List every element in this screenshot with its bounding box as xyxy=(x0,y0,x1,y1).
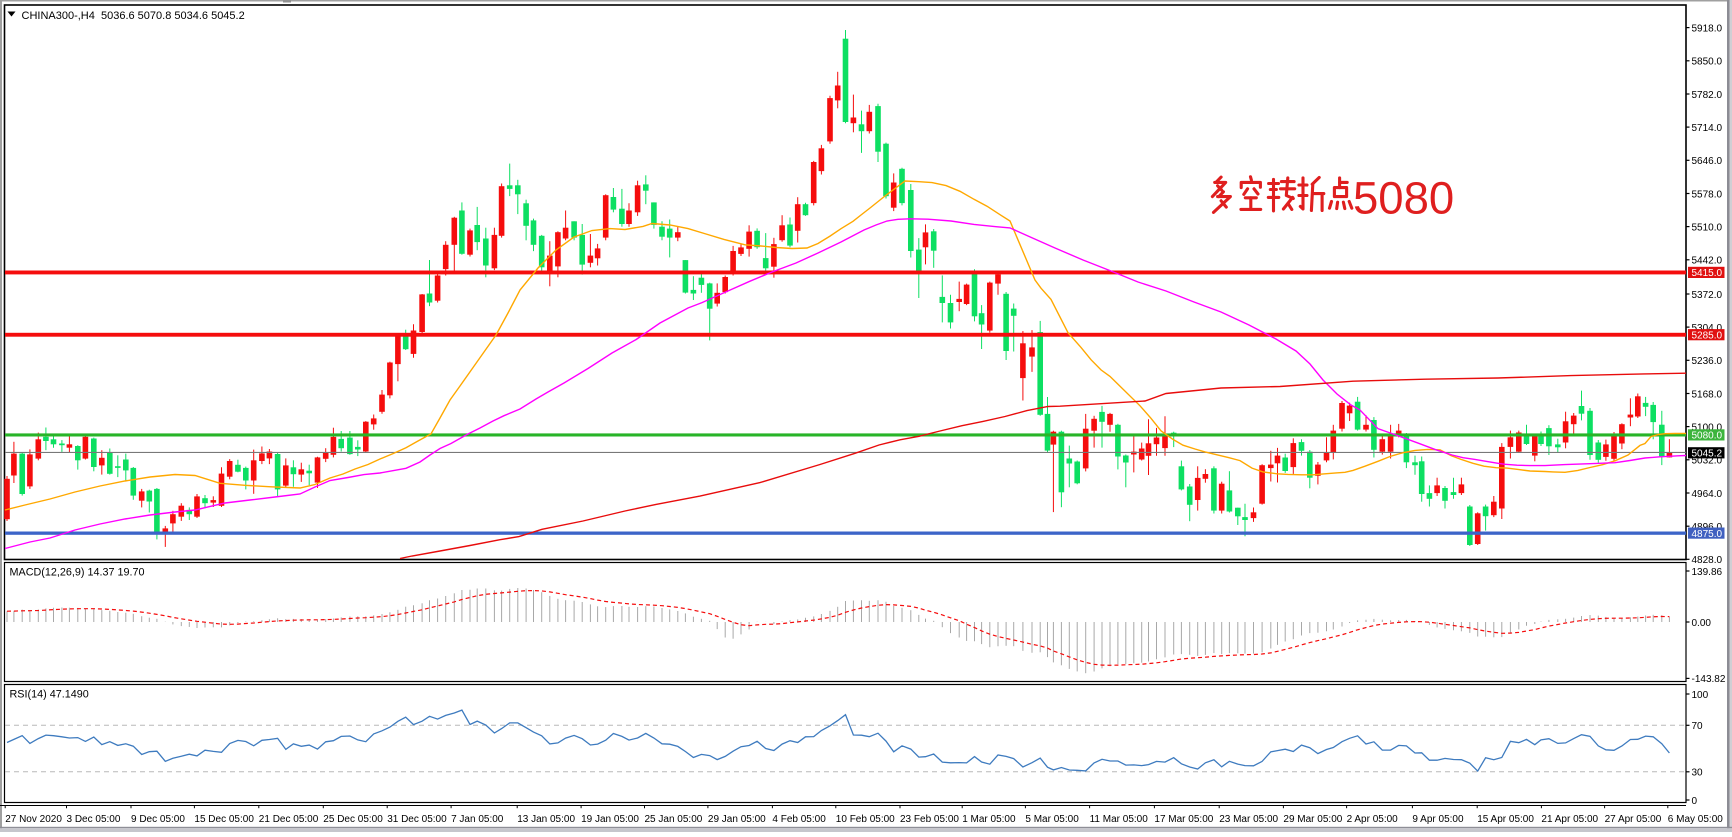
svg-text:30: 30 xyxy=(1692,768,1704,779)
svg-text:9 Dec 05:00: 9 Dec 05:00 xyxy=(131,814,185,825)
svg-text:23 Feb 05:00: 23 Feb 05:00 xyxy=(900,814,959,825)
svg-text:70: 70 xyxy=(1692,721,1704,732)
svg-text:5415.0: 5415.0 xyxy=(1692,268,1723,279)
svg-text:27 Nov 2020: 27 Nov 2020 xyxy=(5,814,62,825)
svg-text:-143.82: -143.82 xyxy=(1692,674,1726,685)
svg-text:23 Mar 05:00: 23 Mar 05:00 xyxy=(1219,814,1278,825)
svg-text:5442.0: 5442.0 xyxy=(1692,256,1723,267)
svg-text:139.86: 139.86 xyxy=(1692,567,1723,578)
svg-text:100: 100 xyxy=(1692,690,1709,701)
svg-text:19 Jan 05:00: 19 Jan 05:00 xyxy=(581,814,639,825)
svg-text:4828.0: 4828.0 xyxy=(1692,555,1723,566)
svg-text:9 Apr 05:00: 9 Apr 05:00 xyxy=(1412,814,1464,825)
svg-text:0.00: 0.00 xyxy=(1692,618,1712,629)
svg-text:5236.0: 5236.0 xyxy=(1692,356,1723,367)
svg-text:5918.0: 5918.0 xyxy=(1692,23,1723,34)
svg-text:5080: 5080 xyxy=(1353,173,1454,224)
svg-text:MACD(12,26,9) 14.37 19.70: MACD(12,26,9) 14.37 19.70 xyxy=(10,567,145,579)
svg-text:1 Mar 05:00: 1 Mar 05:00 xyxy=(962,814,1016,825)
svg-text:27 Apr 05:00: 27 Apr 05:00 xyxy=(1605,814,1662,825)
svg-text:5372.0: 5372.0 xyxy=(1692,290,1723,301)
svg-text:2 Apr 05:00: 2 Apr 05:00 xyxy=(1347,814,1399,825)
svg-text:RSI(14) 47.1490: RSI(14) 47.1490 xyxy=(10,689,89,701)
svg-text:13 Jan 05:00: 13 Jan 05:00 xyxy=(517,814,575,825)
svg-text:25 Jan 05:00: 25 Jan 05:00 xyxy=(645,814,703,825)
svg-text:4 Feb 05:00: 4 Feb 05:00 xyxy=(772,814,826,825)
svg-text:3 Dec 05:00: 3 Dec 05:00 xyxy=(67,814,121,825)
svg-text:29 Mar 05:00: 29 Mar 05:00 xyxy=(1283,814,1342,825)
svg-text:5510.0: 5510.0 xyxy=(1692,222,1723,233)
svg-text:29 Jan 05:00: 29 Jan 05:00 xyxy=(708,814,766,825)
svg-text:5168.0: 5168.0 xyxy=(1692,389,1723,400)
svg-text:5578.0: 5578.0 xyxy=(1692,189,1723,200)
svg-text:5045.2: 5045.2 xyxy=(1692,449,1723,460)
svg-text:11 Mar 05:00: 11 Mar 05:00 xyxy=(1090,814,1149,825)
svg-text:15 Apr 05:00: 15 Apr 05:00 xyxy=(1477,814,1534,825)
svg-text:15 Dec 05:00: 15 Dec 05:00 xyxy=(194,814,254,825)
svg-text:31 Dec 05:00: 31 Dec 05:00 xyxy=(387,814,447,825)
svg-text:7 Jan 05:00: 7 Jan 05:00 xyxy=(451,814,504,825)
svg-text:5080.0: 5080.0 xyxy=(1692,431,1723,442)
svg-text:0: 0 xyxy=(1692,796,1698,807)
svg-text:5646.0: 5646.0 xyxy=(1692,156,1723,167)
svg-text:6 May 05:00: 6 May 05:00 xyxy=(1668,814,1723,825)
svg-text:10 Feb 05:00: 10 Feb 05:00 xyxy=(836,814,895,825)
svg-text:5782.0: 5782.0 xyxy=(1692,90,1723,101)
svg-text:5850.0: 5850.0 xyxy=(1692,57,1723,68)
svg-text:4875.0: 4875.0 xyxy=(1692,529,1723,540)
svg-text:25 Dec 05:00: 25 Dec 05:00 xyxy=(323,814,383,825)
svg-text:21 Apr 05:00: 21 Apr 05:00 xyxy=(1541,814,1598,825)
svg-text:17 Mar 05:00: 17 Mar 05:00 xyxy=(1154,814,1213,825)
svg-text:5714.0: 5714.0 xyxy=(1692,123,1723,134)
svg-text:5285.0: 5285.0 xyxy=(1692,331,1723,342)
svg-text:21 Dec 05:00: 21 Dec 05:00 xyxy=(259,814,319,825)
svg-text:CHINA300-,H4 5036.6 5070.8 50: CHINA300-,H4 5036.6 5070.8 5034.6 5045.2 xyxy=(22,10,245,22)
svg-text:4964.0: 4964.0 xyxy=(1692,489,1723,500)
svg-text:5 Mar 05:00: 5 Mar 05:00 xyxy=(1025,814,1079,825)
